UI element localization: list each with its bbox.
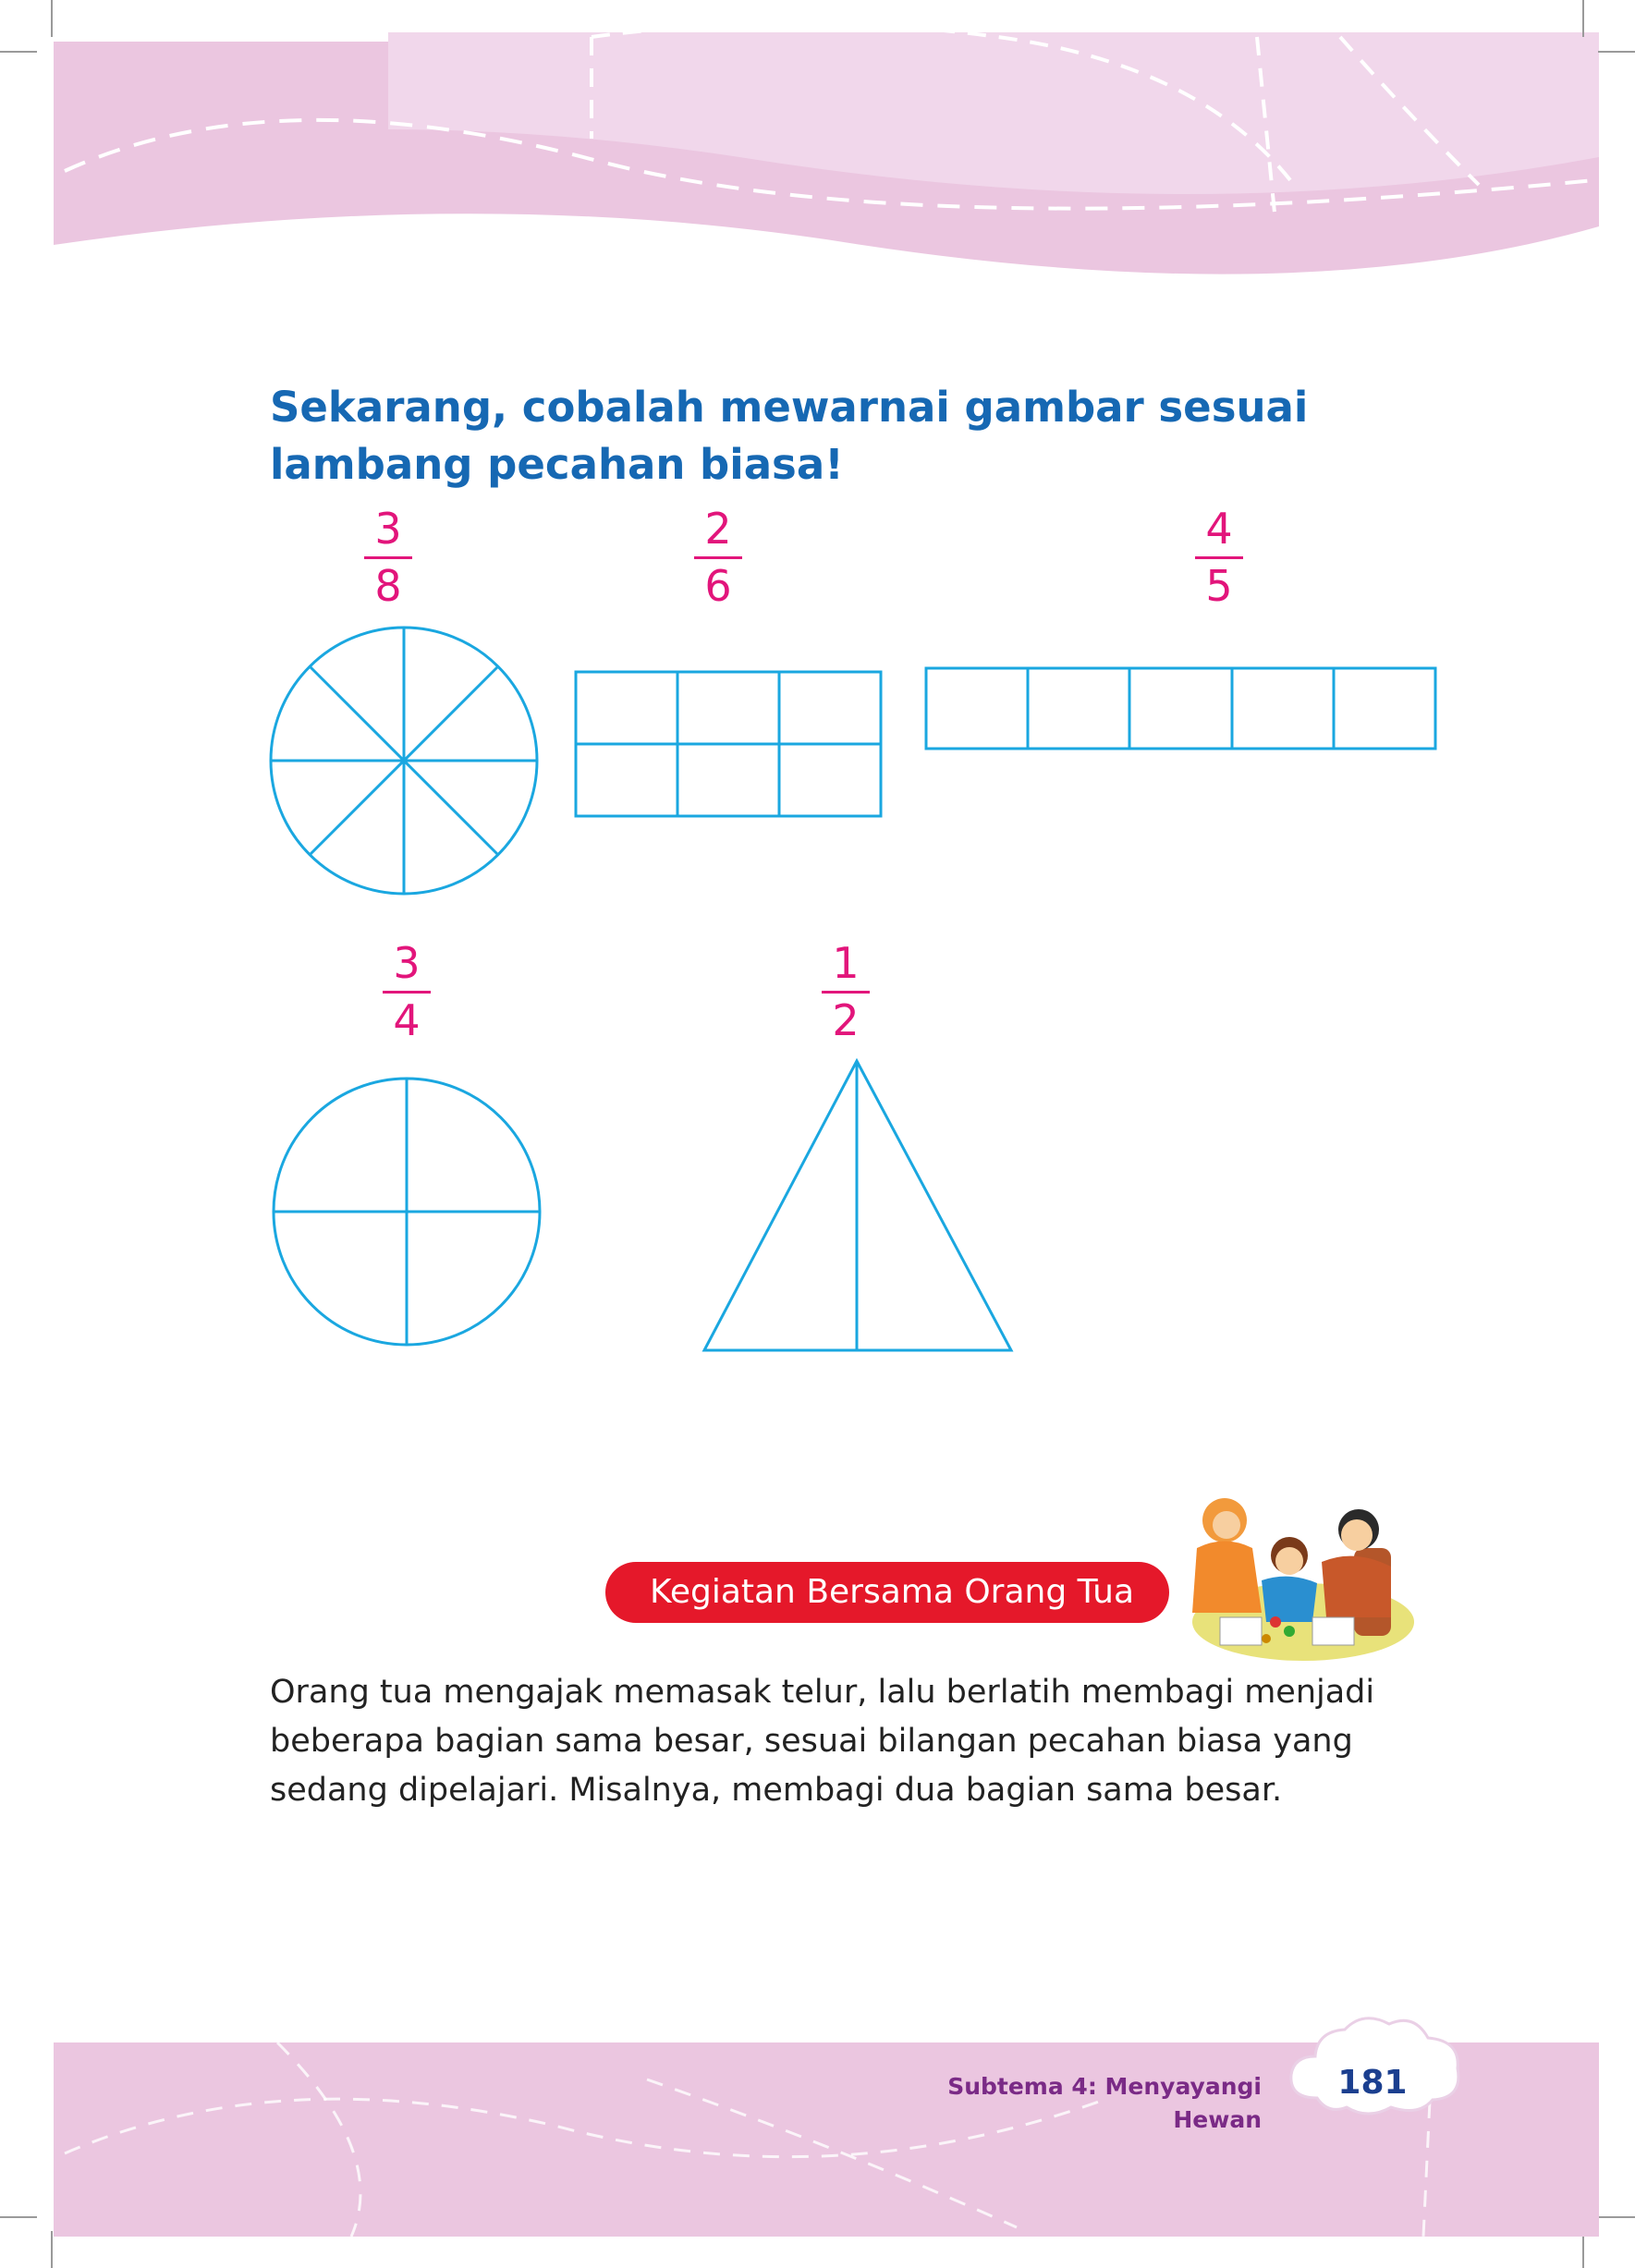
fraction-denominator: 8 — [374, 561, 402, 611]
crop-mark — [0, 2216, 37, 2218]
fraction-bar — [1195, 556, 1243, 559]
triangle-halves[interactable] — [702, 1057, 1014, 1352]
instruction-line-2: lambang pecahan biasa! — [270, 440, 844, 489]
fraction-denominator: 4 — [393, 995, 421, 1045]
fraction-bar — [364, 556, 412, 559]
fraction-denominator: 6 — [704, 561, 732, 611]
crop-mark — [1582, 2231, 1584, 2268]
activity-description: Orang tua mengajak memasak telur, lalu b… — [270, 1668, 1407, 1815]
fraction-label-4: 3 4 — [370, 938, 444, 1045]
activity-banner: Kegiatan Bersama Orang Tua — [605, 1562, 1169, 1623]
circle-eighths[interactable] — [269, 626, 539, 896]
fraction-denominator: 5 — [1205, 561, 1233, 611]
fraction-bar — [822, 991, 870, 994]
fraction-bar — [383, 991, 431, 994]
fraction-bar — [694, 556, 742, 559]
fraction-label-5: 1 2 — [809, 938, 883, 1045]
fraction-label-1: 3 8 — [351, 504, 425, 611]
instruction-line-1: Sekarang, cobalah mewarnai gambar sesuai — [270, 383, 1309, 432]
crop-mark — [0, 51, 37, 53]
rectangle-fifths[interactable] — [924, 666, 1437, 750]
activity-label: Kegiatan Bersama Orang Tua — [650, 1573, 1135, 1611]
rectangle-sixths[interactable] — [574, 670, 883, 818]
crop-mark — [51, 0, 53, 37]
header-decoration — [54, 21, 1599, 274]
fraction-numerator: 2 — [704, 504, 732, 554]
text-line: beberapa bagian sama besar, sesuai bilan… — [270, 1723, 1353, 1760]
fraction-numerator: 3 — [374, 504, 402, 554]
fraction-numerator: 3 — [393, 938, 421, 988]
footer-subtheme: Subtema 4: Menyayangi Hewan — [947, 2073, 1262, 2133]
cloud-icon — [1289, 2017, 1460, 2116]
crop-mark — [1598, 2216, 1635, 2218]
fraction-denominator: 2 — [832, 995, 860, 1045]
fraction-numerator: 1 — [832, 938, 860, 988]
fraction-label-2: 2 6 — [681, 504, 755, 611]
instruction-heading: Sekarang, cobalah mewarnai gambar sesuai… — [270, 379, 1379, 494]
text-line: sedang dipelajari. Misalnya, membagi dua… — [270, 1772, 1283, 1809]
crop-mark — [1582, 0, 1584, 37]
crop-mark — [1598, 51, 1635, 53]
page-number: 181 — [1337, 2064, 1408, 2102]
family-illustration — [1192, 1498, 1414, 1661]
circle-quarters[interactable] — [272, 1077, 542, 1347]
fraction-numerator: 4 — [1205, 504, 1233, 554]
text-line: Orang tua mengajak memasak telur, lalu b… — [270, 1674, 1375, 1711]
fraction-label-3: 4 5 — [1182, 504, 1256, 611]
crop-mark — [51, 2231, 53, 2268]
